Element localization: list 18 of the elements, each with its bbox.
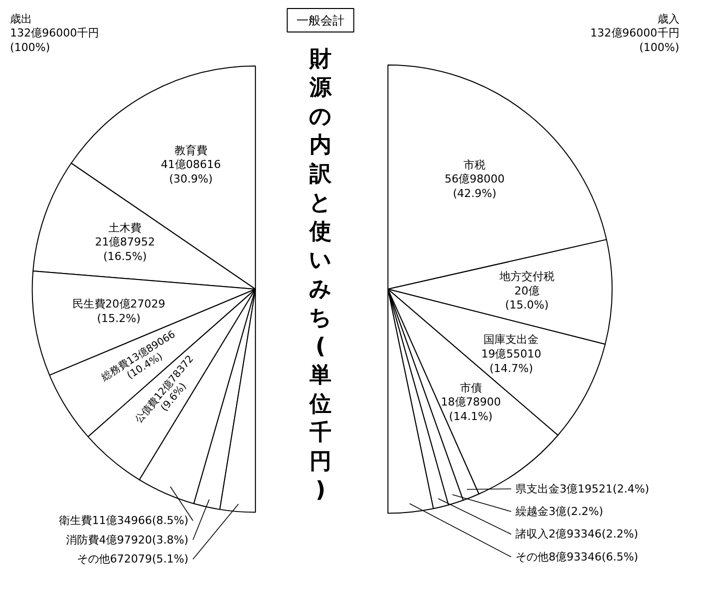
text: 一般会計	[296, 13, 344, 28]
slice-label: 教育費 41億08616 (30.9%)	[160, 144, 221, 186]
chart-title: 歳入 132億96000千円 (100%)	[590, 12, 680, 54]
slice-label: 繰越金3億(2.2%)	[514, 505, 604, 518]
slice-label: その他8億93346(6.5%)	[516, 550, 638, 564]
slice-label: 諸収入2億93346(2.2%)	[516, 528, 638, 541]
slice-label: 市税 56億98000 (42.9%)	[444, 158, 505, 200]
slice-label: 衛生費11億34966(8.5%)	[58, 514, 188, 528]
chart-title: 歳出 132億96000千円 (100%)	[10, 12, 99, 54]
slice-label: 市債 18億78900 (14.1%)	[440, 381, 501, 423]
slice-label: 民生費20億27029 (15.2%)	[72, 298, 166, 325]
slice-label: その他672079(5.1%)	[76, 552, 188, 566]
slice-label: 地方交付税 20億 (15.0%)	[498, 270, 554, 312]
slice-label: 国庫支出金 19億55010 (14.7%)	[481, 333, 542, 375]
text: 財源の内訳と使いみち(単位千円)	[309, 46, 332, 504]
slice-label: 消防費4億97920(3.8%)	[66, 533, 188, 546]
slice-label: 土木費 21億87952 (16.5%)	[95, 221, 156, 263]
slice-label: 県支出金3億19521(2.4%)	[516, 482, 650, 496]
